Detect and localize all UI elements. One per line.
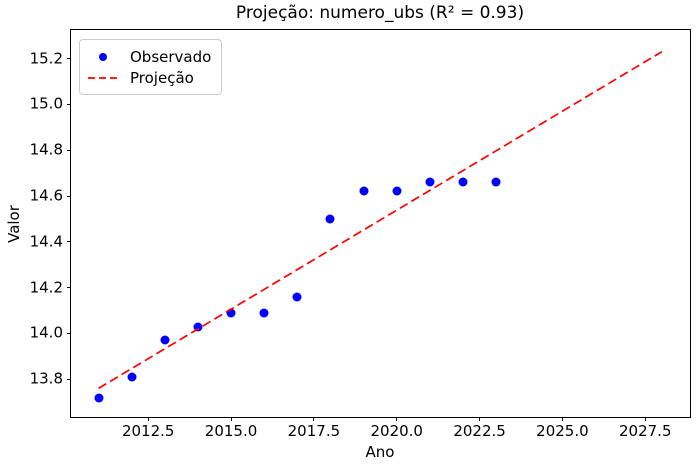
legend-dot-icon — [99, 52, 107, 61]
chart-title: Projeção: numero_ubs (R² = 0.93) — [235, 3, 525, 23]
data-point-observado-2017 — [292, 292, 302, 302]
x-tick-mark — [396, 417, 398, 421]
data-point-observado-2021 — [425, 177, 435, 187]
y-tick-label: 14.4 — [29, 232, 63, 251]
y-tick-mark — [67, 149, 71, 151]
y-tick-label: 15.0 — [29, 94, 63, 113]
y-tick-mark — [67, 103, 71, 105]
x-tick-mark — [644, 417, 646, 421]
data-point-observado-2019 — [359, 186, 369, 196]
y-axis-label: Valor — [5, 205, 23, 243]
legend-marker-box — [88, 76, 118, 80]
projection-line-layer — [98, 51, 663, 390]
x-tick-label: 2015.0 — [204, 422, 258, 440]
x-tick-label: 2025.0 — [536, 422, 589, 440]
y-tick-label: 14.0 — [29, 323, 63, 342]
data-point-observado-2014 — [193, 322, 203, 332]
y-tick-mark — [67, 332, 71, 334]
y-tick-mark — [67, 378, 71, 380]
y-tick-label: 14.6 — [29, 186, 63, 205]
data-point-observado-2018 — [325, 214, 335, 224]
y-tick-label: 14.8 — [29, 140, 63, 159]
y-tick-label: 14.2 — [29, 278, 63, 297]
y-tick-mark — [67, 241, 71, 243]
legend-dashed-line-icon — [88, 76, 118, 79]
y-tick-mark — [67, 58, 71, 60]
data-point-observado-2016 — [259, 308, 269, 318]
data-point-observado-2011 — [94, 393, 103, 403]
data-point-observado-2012 — [127, 372, 137, 382]
y-tick-label: 15.2 — [29, 49, 63, 68]
legend-label: Observado — [130, 47, 212, 66]
y-tick-label: 13.8 — [29, 369, 63, 388]
x-axis-label: Ano — [365, 443, 395, 461]
legend: Observado Projeção — [79, 39, 223, 95]
x-tick-mark — [147, 417, 149, 421]
scatter-points-layer — [71, 30, 690, 417]
legend-label: Projeção — [130, 68, 194, 87]
legend-item-projeção: Projeção — [88, 67, 211, 88]
data-point-observado-2022 — [458, 177, 468, 187]
data-point-observado-2013 — [160, 335, 170, 345]
x-tick-mark — [479, 417, 481, 421]
x-tick-mark — [561, 417, 563, 421]
legend-item-observado: Observado — [88, 46, 211, 67]
plot-area: 2012.5 2015.0 2017.5 2020.0 2022.5 2025.0 2027… — [30, 29, 691, 439]
x-tick-label: 2012.5 — [121, 422, 175, 440]
data-point-observado-2020 — [392, 186, 402, 196]
data-point-observado-2023 — [491, 177, 501, 187]
x-tick-label: 2022.5 — [453, 422, 506, 440]
data-point-observado-2015 — [226, 308, 236, 318]
legend-marker-box — [88, 52, 118, 61]
x-tick-mark — [313, 417, 315, 421]
x-tick-label: 2017.5 — [287, 422, 341, 440]
y-tick-mark — [67, 287, 71, 289]
x-tick-label: 2027.5 — [619, 422, 672, 440]
projection-line — [98, 51, 663, 390]
axis-ticks-layer: 2012.5 2015.0 2017.5 2020.0 2022.5 2025.0 2027… — [30, 30, 690, 439]
x-tick-label: 2020.0 — [370, 422, 423, 440]
y-tick-mark — [67, 195, 71, 197]
x-tick-mark — [230, 417, 232, 421]
